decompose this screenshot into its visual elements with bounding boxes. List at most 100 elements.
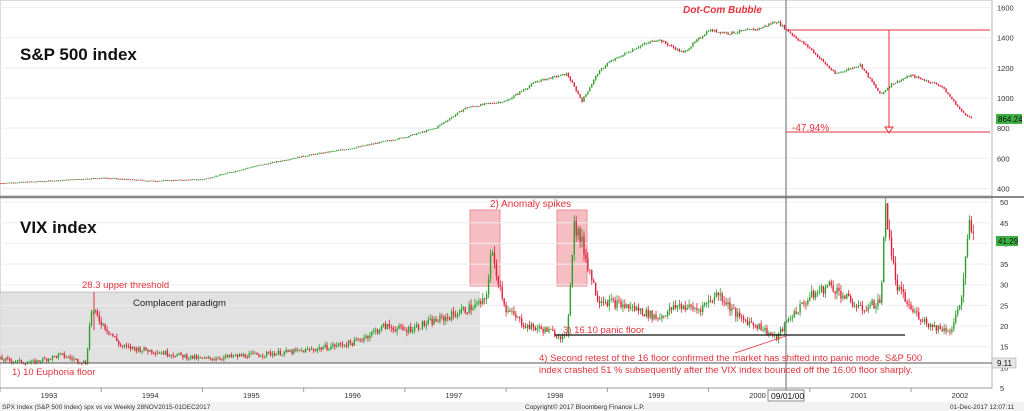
vix-candle: [367, 335, 369, 339]
spx-candle: [81, 179, 83, 180]
spx-candle: [1, 183, 3, 184]
spx-candle: [789, 31, 792, 34]
spx-candle: [484, 103, 486, 105]
spx-candle: [777, 22, 780, 23]
spx-candle: [408, 136, 410, 138]
vix-candle: [371, 331, 373, 336]
vix-candle: [141, 350, 143, 352]
vix-candle: [460, 309, 463, 314]
vix-candle: [336, 345, 338, 347]
spx-candle: [301, 155, 303, 158]
vix-candle: [762, 330, 764, 332]
vix-candle: [166, 351, 169, 356]
vix-candle: [705, 303, 708, 304]
spx-candle: [466, 107, 468, 109]
spx-candle: [740, 30, 743, 32]
vix-candle: [30, 361, 32, 363]
vix-candle: [316, 348, 318, 351]
vix-candle: [304, 349, 307, 353]
vix-candle: [513, 311, 515, 315]
vix-candle: [334, 344, 336, 347]
vix-candle: [248, 353, 250, 358]
spx-candle: [554, 76, 556, 77]
spx-candle: [799, 40, 801, 42]
spx-candle: [528, 85, 531, 89]
x-axis: 1993 1994 1995 1996 1997 1998 1999 2000 2001 2002: [0, 387, 992, 400]
vix-candle: [382, 323, 385, 326]
vix-candle: [573, 221, 575, 255]
spx-candle: [635, 48, 638, 50]
vix-candle: [16, 360, 19, 362]
vix-candle: [818, 291, 821, 293]
spx-candle: [739, 30, 741, 33]
spx-candle: [548, 77, 550, 79]
spx-candle: [275, 161, 278, 163]
vix-candle: [807, 300, 809, 305]
vix-candle: [376, 329, 379, 333]
vix-candle: [914, 311, 916, 313]
retest-pointer: [734, 335, 787, 354]
spx-candle: [318, 152, 320, 154]
vix-candle: [684, 305, 686, 310]
spx-candle: [59, 180, 62, 182]
spx-candle: [748, 29, 751, 30]
spx-candle: [382, 141, 385, 142]
vix-candle: [820, 286, 823, 292]
spx-candle: [805, 44, 807, 45]
spx-candle: [672, 45, 675, 48]
vix-ytick-label: 30: [1000, 281, 1008, 290]
spx-candle: [324, 152, 326, 154]
spx-candle: [707, 31, 710, 33]
spx-candle: [402, 137, 404, 139]
spx-candle: [330, 151, 332, 153]
spx-candle: [415, 133, 418, 135]
spx-candle: [606, 63, 609, 66]
vix-candle: [223, 357, 225, 360]
vix-candle: [869, 304, 871, 308]
spx-candle: [851, 67, 854, 69]
spx-candle: [594, 76, 597, 80]
spx-candle: [197, 179, 200, 181]
spx-candle: [643, 43, 646, 45]
spx-candle: [684, 50, 686, 53]
date-marker-label: 09/01/00: [771, 391, 804, 401]
spx-candle: [925, 80, 928, 82]
spx-candle: [258, 165, 260, 166]
vix-candle: [110, 333, 112, 335]
spx-candle: [600, 68, 603, 71]
spx-candle: [458, 111, 461, 113]
vix-candle: [748, 321, 751, 325]
spx-candle: [79, 179, 81, 180]
vix-candle: [312, 348, 315, 351]
spx-candle: [958, 106, 961, 109]
spx-candle: [98, 178, 100, 179]
vix-candle: [478, 301, 480, 304]
spx-candle: [277, 161, 280, 163]
vix-candle: [174, 355, 176, 357]
vix-candle: [81, 363, 83, 364]
vix-candle: [44, 358, 46, 360]
spx-candle: [575, 86, 577, 92]
spx-candle: [846, 69, 848, 72]
spx-candle: [119, 178, 122, 180]
spx-candle: [647, 42, 649, 44]
spx-candle: [561, 74, 564, 75]
spx-candle: [721, 32, 723, 34]
spx-candle: [24, 181, 27, 183]
vix-candle: [910, 304, 912, 310]
spx-candle: [129, 179, 132, 181]
spx-candle: [579, 93, 581, 98]
vix-candle: [49, 358, 52, 360]
vix-candle: [394, 330, 396, 332]
spx-candle: [507, 99, 509, 101]
vix-candle: [217, 358, 219, 360]
vix-candle: [519, 317, 521, 319]
spx-candle: [7, 182, 9, 184]
spx-candle: [77, 179, 79, 180]
spx-candle: [380, 141, 383, 143]
vix-candle: [190, 355, 192, 359]
vix-candle: [118, 340, 120, 345]
vix-candle: [639, 308, 642, 311]
vix-candle: [964, 256, 967, 279]
vix-candle: [289, 350, 291, 352]
